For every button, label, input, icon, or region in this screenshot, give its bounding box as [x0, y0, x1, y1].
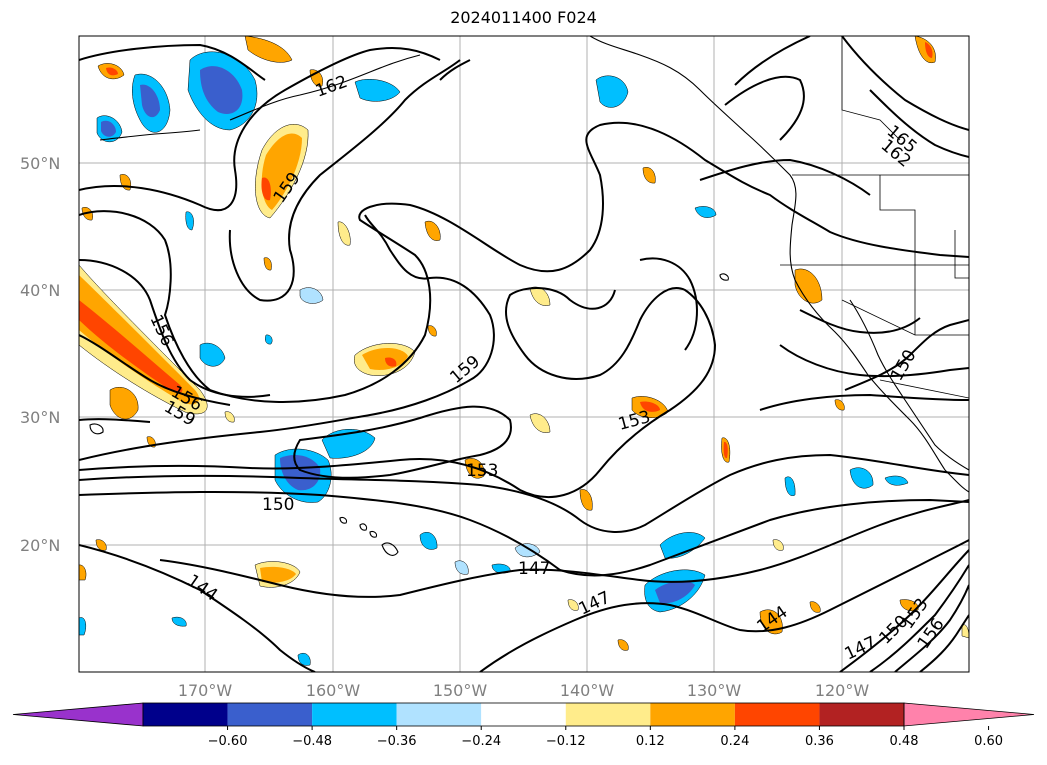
map-title: 2024011400 F024	[450, 8, 597, 27]
longitude-labels: 170°W 160°W 150°W 140°W 130°W 120°W	[178, 681, 870, 700]
lon-label: 150°W	[433, 681, 488, 700]
height-contours	[79, 36, 969, 672]
colorbar-tick-label: −0.36	[377, 734, 417, 749]
lat-label: 30°N	[20, 408, 60, 427]
colorbar-tick-label: 0.24	[720, 734, 749, 749]
colorbar-segment	[312, 703, 397, 726]
contour-label: 150	[262, 495, 294, 515]
colorbar-tick-label: 0.48	[890, 734, 919, 749]
colorbar-outline	[142, 702, 905, 727]
gridlines	[79, 36, 969, 672]
colorbar-tick-label: −0.24	[461, 734, 501, 749]
colorbar-segment	[143, 703, 228, 726]
colorbar-tick-label: 0.12	[636, 734, 665, 749]
lon-label: 140°W	[560, 681, 615, 700]
lat-label: 20°N	[20, 536, 60, 555]
anomaly-shading	[79, 36, 969, 666]
borders	[780, 36, 969, 399]
lon-label: 170°W	[178, 681, 233, 700]
colorbar-tick-label: −0.12	[546, 734, 586, 749]
colorbar-segment	[565, 703, 651, 726]
latitude-labels: 50°N 40°N 30°N 20°N	[20, 154, 60, 555]
colorbar-tick-label: −0.60	[208, 734, 248, 749]
lat-label: 40°N	[20, 281, 60, 300]
colorbar-tick-label: 0.60	[974, 734, 1003, 749]
map-frame	[78, 35, 970, 673]
colorbar-segment	[734, 703, 820, 726]
lat-label: 50°N	[20, 154, 60, 173]
contour-label: 153	[466, 461, 498, 481]
colorbar-extend-min	[12, 702, 144, 727]
colorbar: −0.60 −0.48 −0.36 −0.24 −0.12 0.12 0.24 0.36 0.4…	[12, 702, 1035, 749]
lon-label: 160°W	[306, 681, 361, 700]
colorbar-tick-label: −0.48	[292, 734, 332, 749]
colorbar-segments	[12, 702, 1035, 727]
colorbar-ticks: −0.60 −0.48 −0.36 −0.24 −0.12 0.12 0.24 0.36 0.4…	[208, 726, 1003, 749]
contour-label: 147	[518, 559, 550, 579]
colorbar-extend-max	[903, 702, 1035, 727]
colorbar-segment	[481, 703, 566, 726]
colorbar-segment	[650, 703, 735, 726]
lon-label: 120°W	[815, 681, 870, 700]
colorbar-tick-label: 0.36	[805, 734, 834, 749]
lon-label: 130°W	[687, 681, 742, 700]
colorbar-segment	[396, 703, 482, 726]
colorbar-segment	[227, 703, 313, 726]
colorbar-segment	[819, 703, 904, 726]
